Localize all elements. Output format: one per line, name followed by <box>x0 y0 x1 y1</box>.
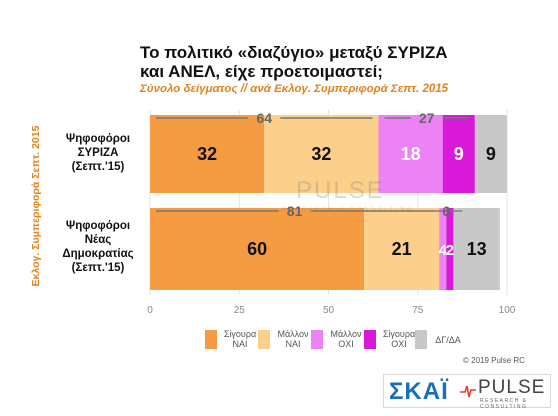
bar-segment <box>150 208 365 290</box>
pulse-watermark: PULSE <box>296 177 385 204</box>
chart-title-line2: και ΑΝΕΛ, είχε προετοιμαστεί; <box>140 62 383 81</box>
row-label-line: (Σεπτ.'15) <box>71 262 125 274</box>
chart-subtitle: Σύνολο δείγματος // ανά Εκλογ. Συμπεριφο… <box>140 83 449 95</box>
chart-title: Το πολιτικό «διαζύγιο» μεταξύ ΣΥΡΙΖΑ και… <box>140 43 448 81</box>
bar-segment <box>442 115 475 193</box>
bar-value-label: 4 <box>439 242 448 259</box>
legend-swatch <box>205 330 217 349</box>
legend-item-mallon-oxi: Μάλλον ΟΧΙ <box>311 329 365 351</box>
bar-segment <box>378 115 443 193</box>
footer-logos: ΣΚΑΪ PULSE RESEARCH & CONSULTING <box>383 374 551 410</box>
legend-label: Σίγουρα ΝΑΙ <box>218 329 262 349</box>
legend-item-mallon-nai: Μάλλον ΝΑΙ <box>258 329 312 351</box>
pulse-logo: PULSE <box>478 377 546 398</box>
x-tick-label: 100 <box>499 305 516 316</box>
legend-label-line: ΟΧΙ <box>391 339 407 349</box>
legend-label-line: Σίγουρα <box>223 329 257 339</box>
legend-swatch <box>364 330 376 349</box>
bar-segment <box>439 208 447 290</box>
legend-label-line: ΔΓ/ΔΑ <box>435 335 461 345</box>
legend-label: ΔΓ/ΔΑ <box>426 335 470 345</box>
bar-value-label: 9 <box>454 144 464 164</box>
bar-segment <box>446 208 454 290</box>
row-label-syriza: Ψηφοφόροι ΣΥΡΙΖΑ (Σεπτ.'15) <box>52 132 144 174</box>
bar-segment <box>474 115 507 193</box>
chart-title-line1: Το πολιτικό «διαζύγιο» μεταξύ ΣΥΡΙΖΑ <box>140 43 448 62</box>
row-label-line: Ψηφοφόροι <box>65 220 131 232</box>
bar-value-label: 21 <box>392 239 412 259</box>
legend-swatch <box>311 330 323 349</box>
bar-value-label: 18 <box>401 144 421 164</box>
bar-segment <box>150 115 265 193</box>
pulse-wave-icon <box>460 385 476 398</box>
legend-label-line: Σίγουρα <box>382 329 416 339</box>
bar-value-label: 32 <box>197 144 217 164</box>
row-label-line: (Σεπτ.'15) <box>71 161 125 173</box>
skai-logo: ΣΚΑΪ <box>389 378 449 405</box>
legend-label: Μάλλον ΟΧΙ <box>324 329 368 349</box>
x-tick-label: 75 <box>412 305 424 316</box>
bar-value-label: 32 <box>311 144 331 164</box>
x-tick-label: 50 <box>323 305 335 316</box>
group-total-label: 64 <box>256 110 272 126</box>
row-label-nd: Ψηφοφόροι Νέας Δημοκρατίας (Σεπτ.'15) <box>52 219 144 275</box>
legend-label: Μάλλον ΝΑΙ <box>271 329 315 349</box>
bar-value-label: 13 <box>467 239 487 259</box>
x-tick-label: 25 <box>234 305 246 316</box>
copyright-text: © 2019 Pulse RC <box>463 356 525 365</box>
row-label-line: ΣΥΡΙΖΑ <box>77 147 119 159</box>
group-total-label: 81 <box>287 203 303 219</box>
bar-segment <box>264 115 379 193</box>
row-label-line: Δημοκρατίας <box>62 248 134 260</box>
pulse-logo-subtitle: RESEARCH & CONSULTING <box>480 398 528 410</box>
bar-value-label: 2 <box>446 242 454 259</box>
group-total-label: 27 <box>419 110 435 126</box>
legend-item-dg-da: ΔΓ/ΔΑ <box>415 329 469 351</box>
legend-label-line: Μάλλον <box>277 329 309 339</box>
legend-item-sigoura-oxi: Σίγουρα ΟΧΙ <box>364 329 418 351</box>
legend-label-line: Μάλλον <box>330 329 362 339</box>
bar-value-label: 60 <box>247 239 267 259</box>
bar-segment <box>453 208 500 290</box>
group-total-label: 6 <box>442 203 450 219</box>
legend-label-line: ΝΑΙ <box>232 339 248 349</box>
bar-value-label: 9 <box>486 144 496 164</box>
x-tick-label: 0 <box>147 305 153 316</box>
legend-label: Σίγουρα ΟΧΙ <box>377 329 421 349</box>
row-label-line: Ψηφοφόροι <box>65 133 131 145</box>
bar-segment <box>364 208 440 290</box>
legend-label-line: ΟΧΙ <box>338 339 354 349</box>
legend-swatch <box>258 330 270 349</box>
pulse-watermark-subtitle: RESEARCH & CONSULTING <box>282 207 415 213</box>
legend-item-sigoura-nai: Σίγουρα ΝΑΙ <box>205 329 259 351</box>
legend-label-line: ΝΑΙ <box>285 339 301 349</box>
legend-swatch <box>415 330 427 349</box>
row-label-line: Νέας <box>84 234 112 246</box>
